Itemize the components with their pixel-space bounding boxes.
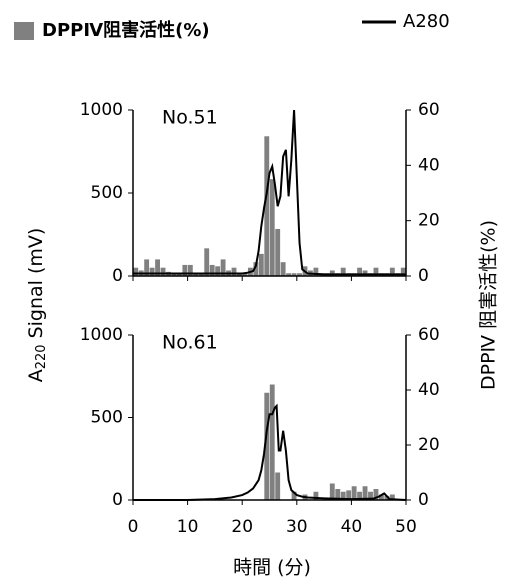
bar <box>313 267 319 276</box>
legend-label: A280 <box>403 11 450 32</box>
bar <box>280 262 286 276</box>
bar <box>253 262 259 276</box>
y2-tick-label: 0 <box>418 266 429 286</box>
bar <box>379 494 384 500</box>
bar <box>275 472 281 500</box>
a280-line <box>133 109 406 276</box>
bar <box>389 494 395 500</box>
bar <box>291 273 297 276</box>
bar <box>335 489 341 500</box>
y2-tick-label: 60 <box>418 325 440 345</box>
y-tick-label: 1000 <box>80 100 123 120</box>
bar <box>340 491 346 500</box>
bar <box>242 273 248 276</box>
y-tick-label: 1000 <box>80 325 123 345</box>
x-tick-label: 10 <box>177 517 199 537</box>
y2-tick-label: 20 <box>418 211 440 231</box>
a280-line <box>133 403 407 501</box>
bar <box>357 491 363 500</box>
bar <box>204 248 210 276</box>
bar <box>133 267 139 276</box>
legend-label: DPPⅣ阻害活性(%) <box>42 19 210 41</box>
bar <box>231 267 237 276</box>
bar <box>275 228 281 276</box>
bar <box>149 267 155 276</box>
y-label-sub: 220 <box>34 344 49 369</box>
bar <box>220 259 226 276</box>
y-axis-label: A220 Signal (mV) <box>25 228 49 383</box>
bar <box>160 267 166 276</box>
bar <box>155 259 160 276</box>
bar <box>187 264 193 276</box>
bar <box>362 270 368 276</box>
bar <box>368 491 373 500</box>
bar <box>313 491 319 500</box>
bar <box>182 264 188 276</box>
y-tick-label: 0 <box>112 266 123 286</box>
bar <box>264 136 270 276</box>
y2-tick-label: 60 <box>418 100 440 120</box>
y-tick-label: 0 <box>112 490 123 510</box>
bar <box>373 267 379 276</box>
x-tick-label: 40 <box>341 517 363 537</box>
x-axis-label: 時間 (分) <box>233 557 311 579</box>
y-label-part: A <box>25 369 47 382</box>
y2-tick-label: 40 <box>418 380 440 400</box>
x-tick-label: 30 <box>286 517 308 537</box>
bar <box>373 489 379 500</box>
legend-swatch <box>14 22 34 40</box>
y-label-part: Signal (mV) <box>25 228 47 345</box>
y-tick-label: 500 <box>91 183 123 203</box>
y2-tick-label: 0 <box>418 490 429 510</box>
panel-annotation: No.51 <box>162 107 218 129</box>
bar <box>291 491 297 500</box>
bar <box>269 384 275 500</box>
bar <box>297 273 302 276</box>
bar <box>362 486 368 500</box>
y2-tick-label: 40 <box>418 155 440 175</box>
y-tick-label: 500 <box>91 408 123 428</box>
bar <box>329 270 335 276</box>
x-tick-label: 50 <box>395 517 417 537</box>
bar <box>269 179 275 276</box>
bar <box>171 273 177 276</box>
bar <box>357 267 363 276</box>
bar <box>384 495 390 500</box>
bar <box>176 273 182 276</box>
bar <box>286 273 292 276</box>
bar <box>144 259 150 276</box>
bar <box>351 486 357 500</box>
bar <box>400 267 406 276</box>
y2-tick-label: 20 <box>418 435 440 455</box>
bar <box>209 264 215 276</box>
bar <box>193 273 199 276</box>
bar <box>258 253 264 276</box>
bar <box>198 273 204 276</box>
bar <box>215 266 221 276</box>
bar <box>389 267 395 276</box>
bar <box>264 392 270 500</box>
bar <box>329 483 335 500</box>
bar <box>237 273 242 276</box>
bar <box>340 267 346 276</box>
x-tick-label: 20 <box>231 517 253 537</box>
y2-axis-label: DPPⅣ 阻害活性(%) <box>478 220 500 390</box>
panel-annotation: No.61 <box>162 332 218 354</box>
bar <box>346 490 352 500</box>
x-tick-label: 0 <box>128 517 139 537</box>
